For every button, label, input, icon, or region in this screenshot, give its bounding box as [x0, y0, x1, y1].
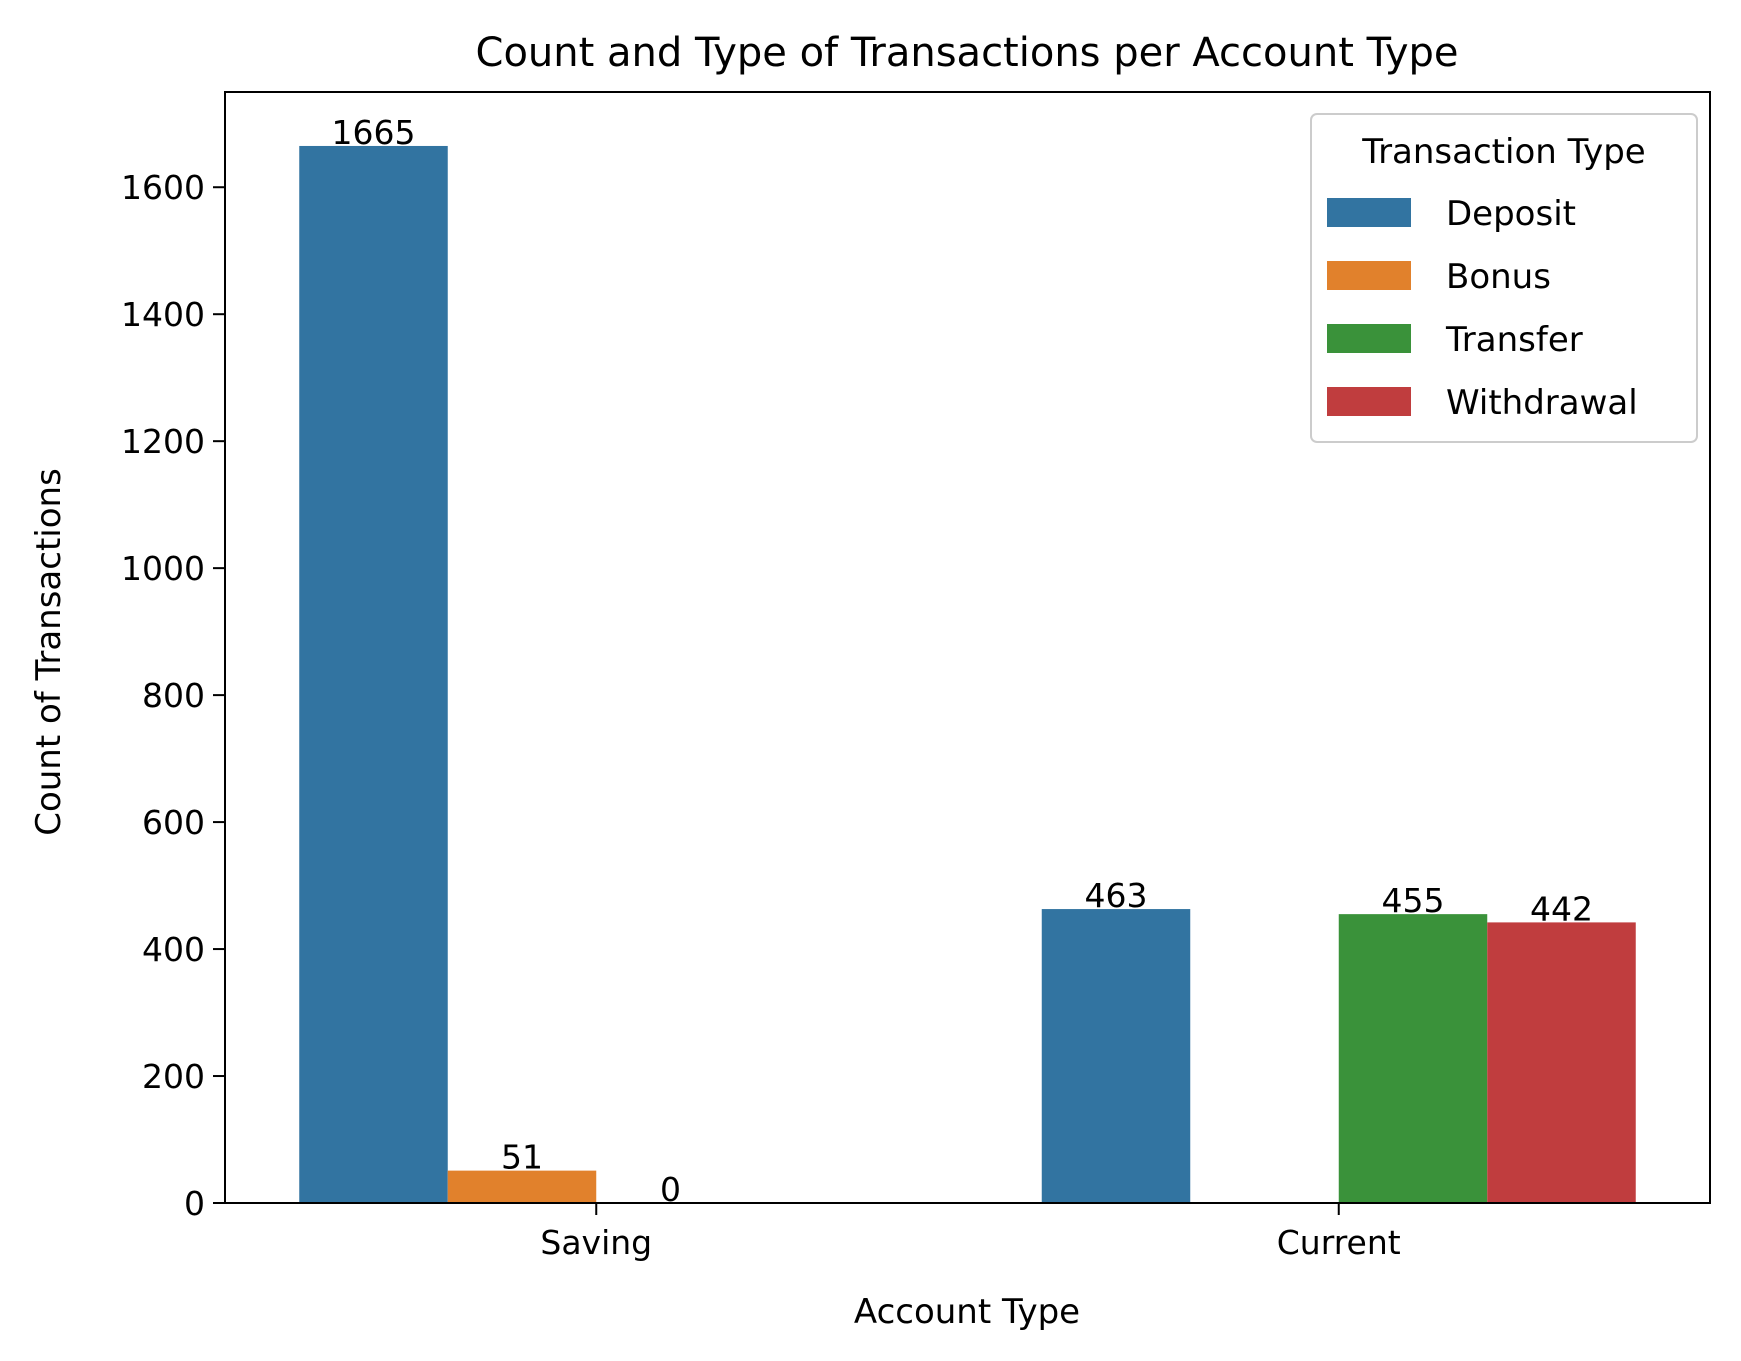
legend-label-withdrawal: Withdrawal: [1446, 383, 1638, 423]
bar-label-transfer-saving: 0: [660, 1170, 681, 1209]
plot-frame: [224, 91, 1711, 1204]
x-axis-label: Account Type: [854, 1292, 1080, 1332]
bar-bonus-saving: [447, 1170, 597, 1203]
y-tick-label: 400: [142, 930, 205, 969]
legend-title: Transaction Type: [1361, 132, 1645, 172]
y-tick-label: 200: [142, 1057, 205, 1096]
bar-label-deposit-saving: 1665: [332, 113, 416, 152]
y-axis-label: Count of Transactions: [29, 468, 69, 836]
bar-transfer-current: [1338, 914, 1488, 1203]
y-tick-label: 1600: [121, 168, 205, 207]
y-axis: 0 200 400 600 800 1000 1200 1400 1600: [121, 168, 225, 1223]
legend-label-deposit: Deposit: [1446, 194, 1576, 234]
y-tick-label: 1200: [121, 422, 205, 461]
y-tick-label: 600: [142, 803, 205, 842]
x-tick-label-current: Current: [1277, 1223, 1401, 1262]
bar-labels-group: 1665 463 51 0 455 442: [332, 113, 1593, 1209]
legend-swatch-deposit: [1327, 198, 1411, 227]
legend-swatch-bonus: [1327, 261, 1411, 290]
legend-swatch-withdrawal: [1327, 387, 1411, 416]
y-tick-label: 800: [142, 676, 205, 715]
legend-box: [1310, 113, 1698, 443]
legend-label-bonus: Bonus: [1446, 257, 1551, 297]
bar-label-withdrawal-current: 442: [1530, 889, 1593, 928]
y-tick-label: 0: [184, 1184, 205, 1223]
y-tick-label: 1000: [121, 549, 205, 588]
legend-swatch-transfer: [1327, 324, 1411, 353]
bar-label-bonus-saving: 51: [501, 1138, 543, 1177]
legend: Transaction Type Deposit Bonus Transfer With…: [1310, 113, 1698, 443]
bar-label-deposit-current: 463: [1085, 876, 1148, 915]
chart-title: Count and Type of Transactions per Accou…: [476, 30, 1459, 76]
bar-deposit-saving: [299, 145, 448, 1203]
y-tick-label: 1400: [121, 295, 205, 334]
bar-withdrawal-current: [1487, 922, 1636, 1203]
x-tick-label-saving: Saving: [540, 1223, 652, 1262]
x-axis: Saving Current: [540, 1203, 1401, 1262]
bars-group: [299, 145, 1636, 1203]
bar-label-transfer-current: 455: [1382, 881, 1445, 920]
bar-deposit-current: [1041, 909, 1191, 1203]
legend-label-transfer: Transfer: [1445, 320, 1583, 360]
